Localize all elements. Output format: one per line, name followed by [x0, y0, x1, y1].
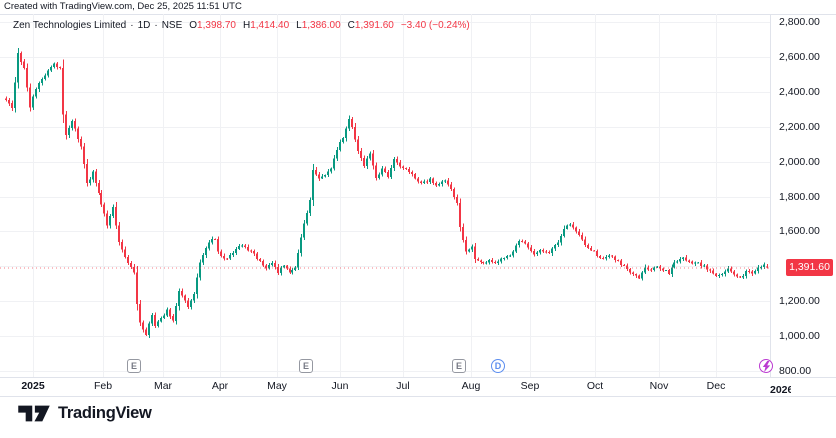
lightning-bolt-icon [762, 360, 770, 372]
dividend-marker[interactable]: D [491, 359, 505, 373]
time-axis-label: 2025 [21, 380, 45, 392]
earnings-marker[interactable]: E [299, 359, 313, 373]
price-axis-label: 2,000.00 [779, 156, 820, 168]
time-axis-label: Jul [396, 380, 410, 392]
price-axis-label: 2,200.00 [779, 121, 820, 133]
time-axis-separator [0, 377, 836, 378]
time-axis-label: 2026 [770, 384, 791, 396]
time-axis-label: Sep [520, 380, 540, 392]
time-axis-label: May [267, 380, 287, 392]
tradingview-logo[interactable]: TradingView [17, 403, 152, 424]
interval-label: 1D [137, 20, 151, 31]
price-axis-label: 2,800.00 [779, 16, 820, 28]
symbol-legend[interactable]: Zen Technologies Limited · 1D · NSE O1,398.70… [13, 20, 470, 31]
price-axis-label: 800.00 [779, 365, 812, 377]
time-axis-label: Feb [93, 380, 113, 392]
time-axis-label: Oct [586, 380, 604, 392]
time-axis-label: Mar [153, 380, 173, 392]
low-label: L [296, 20, 302, 31]
price-axis-separator [770, 14, 771, 377]
price-axis-label: 1,600.00 [779, 225, 820, 237]
time-axis-label: Dec [706, 380, 726, 392]
time-axis-label: Jun [331, 380, 349, 392]
open-value: 1,398.70 [197, 20, 236, 31]
close-value: 1,391.60 [354, 20, 394, 31]
close-label: C [347, 20, 355, 31]
open-label: O [189, 20, 198, 31]
widget-bottom-border [0, 396, 836, 397]
legend-separator: · [130, 20, 134, 31]
exchange-label: NSE [161, 20, 183, 31]
earnings-marker[interactable]: E [127, 359, 141, 373]
price-axis-label: 1,000.00 [779, 330, 820, 342]
tradingview-logo-icon [18, 405, 50, 422]
chart-top-border [0, 14, 836, 15]
time-axis-label: Aug [461, 380, 481, 392]
change-value: −3.40 (−0.24%) [400, 20, 470, 31]
earnings-marker[interactable]: E [452, 359, 466, 373]
high-value: 1,414.40 [250, 20, 290, 31]
price-axis-label: 1,200.00 [779, 295, 820, 307]
symbol-name: Zen Technologies Limited [13, 20, 127, 31]
attribution-text: Created with TradingView.com, Dec 25, 20… [4, 1, 242, 12]
legend-separator: · [154, 20, 158, 31]
split-marker[interactable] [759, 359, 773, 373]
tradingview-logo-text: TradingView [58, 404, 152, 422]
time-axis-label: Nov [649, 380, 669, 392]
time-axis-label: Apr [211, 380, 229, 392]
price-axis-label: 2,400.00 [779, 86, 820, 98]
low-value: 1,386.00 [301, 20, 341, 31]
price-axis-label: 1,800.00 [779, 191, 820, 203]
candlestick-plot[interactable] [0, 0, 770, 377]
time-axis-label-clipped: 2026 [770, 380, 791, 398]
last-price-badge[interactable]: 1,391.60 [786, 259, 833, 276]
high-label: H [242, 20, 251, 31]
price-axis-label: 2,600.00 [779, 51, 820, 63]
